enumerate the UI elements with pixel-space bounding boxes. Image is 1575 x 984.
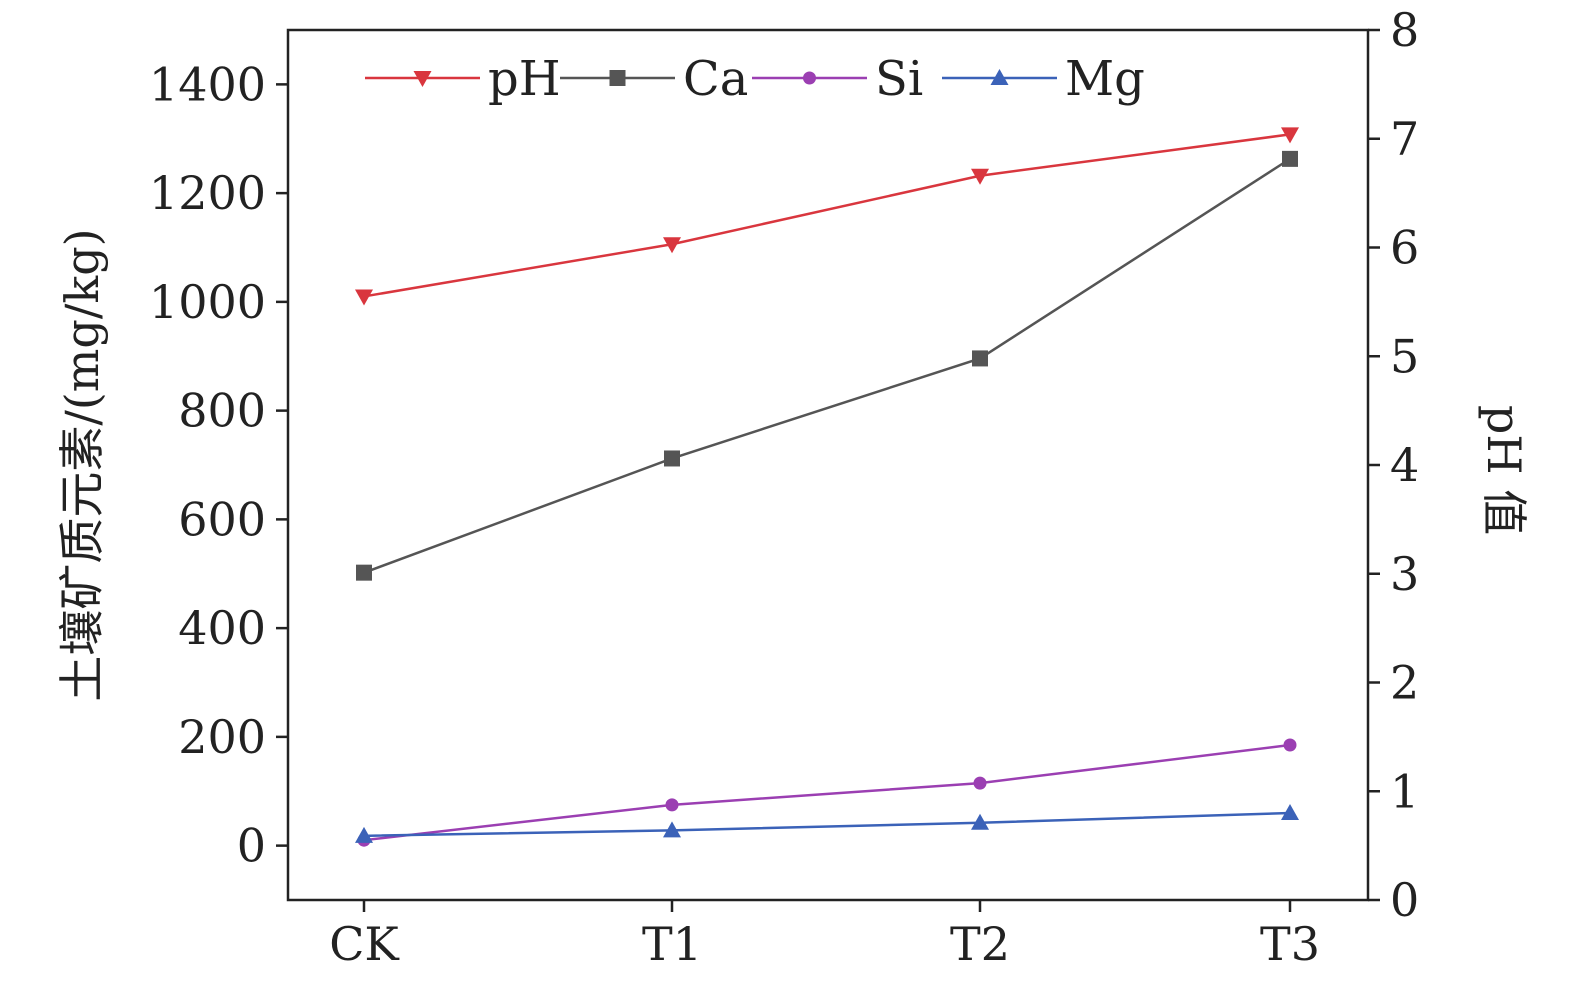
left-y-axis-title: 土壤矿质元素/(mg/kg)	[55, 228, 109, 701]
right-y-tick-label: 5	[1390, 329, 1419, 383]
data-point-mg	[971, 813, 989, 830]
x-axis: CK T1 T2 T3	[329, 900, 1320, 971]
data-point-ph	[355, 289, 373, 306]
series-line-si	[363, 743, 1291, 842]
data-point-ph	[971, 168, 989, 185]
series-line-ph	[363, 133, 1291, 298]
right-y-tick-label: 7	[1390, 112, 1419, 166]
right-y-tick-label: 1	[1390, 764, 1419, 818]
right-y-axis-title: pH 值	[1477, 405, 1531, 535]
data-point-mg	[355, 826, 373, 843]
data-point-ca	[1282, 150, 1298, 167]
right-y-tick-label: 0	[1390, 873, 1419, 927]
right-y-tick-label: 2	[1390, 656, 1419, 710]
legend-label-mg: Mg	[1065, 51, 1145, 107]
legend-label-ph: pH	[488, 51, 561, 107]
series-line-ca	[363, 157, 1291, 574]
data-point-si	[665, 798, 679, 812]
left-y-tick-label: 0	[237, 819, 266, 873]
right-y-tick-label: 4	[1390, 438, 1419, 492]
data-point-ca	[664, 450, 680, 467]
left-y-tick-label: 400	[178, 601, 266, 655]
left-y-tick-label: 1200	[149, 166, 266, 220]
x-tick-label: T2	[950, 917, 1010, 971]
left-y-tick-label: 1000	[149, 275, 266, 329]
legend-marker-ph	[413, 71, 432, 87]
legend-marker-mg	[990, 69, 1009, 85]
legend-label-ca: Ca	[683, 51, 748, 107]
data-point-si	[1283, 738, 1297, 752]
left-y-tick-label: 200	[178, 710, 266, 764]
data-point-ph	[1281, 127, 1299, 144]
right-y-tick-label: 8	[1390, 3, 1419, 57]
left-y-tick-label: 1400	[149, 57, 266, 111]
legend-marker-si	[803, 71, 816, 85]
series-layer	[355, 127, 1299, 847]
x-tick-label: T3	[1260, 917, 1320, 971]
plot-frame	[286, 28, 1370, 902]
legend-marker-ca	[609, 70, 626, 86]
x-tick-label: CK	[329, 917, 400, 971]
data-point-mg	[1281, 804, 1299, 820]
data-point-ca	[972, 350, 988, 367]
right-y-tick-label: 6	[1390, 221, 1419, 275]
left-y-axis: 0 200 400 600 800 1000 1200 1400	[149, 57, 288, 873]
data-point-ca	[356, 564, 372, 581]
left-y-tick-label: 800	[178, 384, 266, 438]
legend-label-si: Si	[875, 51, 923, 107]
data-point-si	[973, 776, 987, 790]
x-tick-label: T1	[642, 917, 702, 971]
left-y-tick-label: 600	[178, 492, 266, 546]
right-y-axis: 0 1 2 3 4 5 6 7 8	[1368, 3, 1419, 927]
right-y-tick-label: 3	[1390, 547, 1419, 601]
series-line-mg	[363, 811, 1291, 838]
legend: pH Ca Si Mg	[365, 51, 1145, 107]
data-point-ph	[663, 237, 681, 254]
data-point-mg	[663, 821, 681, 838]
